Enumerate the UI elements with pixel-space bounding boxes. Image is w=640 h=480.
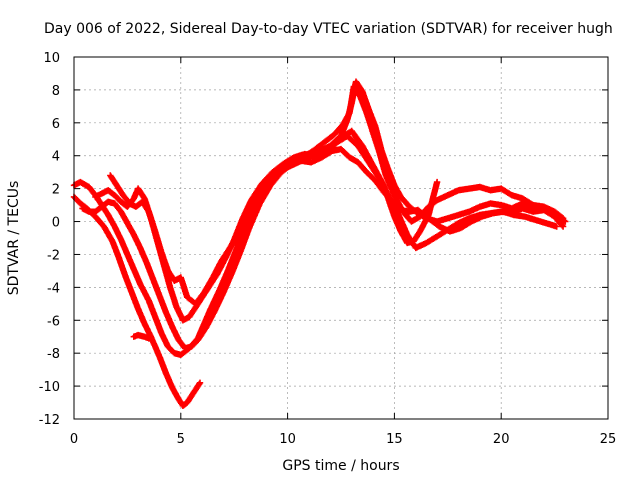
data-point-markers: [107, 145, 560, 307]
data-point-markers: [92, 132, 567, 324]
x-tick-label: 10: [279, 432, 296, 447]
plot-frame: [73, 56, 609, 420]
data-point-markers: [130, 331, 152, 342]
y-tick-label: -12: [39, 413, 60, 428]
y-tick-label: 10: [43, 51, 60, 66]
series-track-6: [130, 331, 152, 342]
series-track-1: [70, 193, 204, 409]
y-tick-label: -2: [47, 248, 60, 263]
grid: [74, 57, 608, 419]
y-tick-label: 4: [52, 150, 60, 165]
y-tick-label: -6: [47, 314, 60, 329]
y-tick-label: -4: [47, 281, 60, 296]
x-tick-label: 20: [493, 432, 510, 447]
y-tick-label: 8: [52, 84, 60, 99]
y-tick-label: 6: [52, 117, 60, 132]
series-track-4: [92, 132, 567, 324]
data-points: [70, 78, 569, 409]
data-point-markers: [316, 78, 569, 225]
series-track-5: [107, 145, 560, 307]
y-tick-label: 2: [52, 183, 60, 198]
y-tick-label: -10: [39, 380, 60, 395]
y-tick-label: 0: [52, 216, 60, 231]
x-tick-label: 25: [600, 432, 617, 447]
x-tick-label: 0: [70, 432, 78, 447]
chart-title: Day 006 of 2022, Sidereal Day-to-day VTE…: [44, 21, 613, 37]
y-axis-label: SDTVAR / TECUs: [6, 181, 22, 296]
y-tick-label: -8: [47, 347, 60, 362]
series-track-7: [316, 78, 569, 225]
x-axis-label: GPS time / hours: [282, 458, 399, 474]
tick-labels: 0 5 10 15 20 25 -12 -10 -8 -6 -4 -2 0 2 4 6 8 10: [39, 51, 617, 447]
x-tick-label: 5: [177, 432, 185, 447]
x-tick-label: 15: [386, 432, 403, 447]
data-point-markers: [70, 193, 204, 409]
